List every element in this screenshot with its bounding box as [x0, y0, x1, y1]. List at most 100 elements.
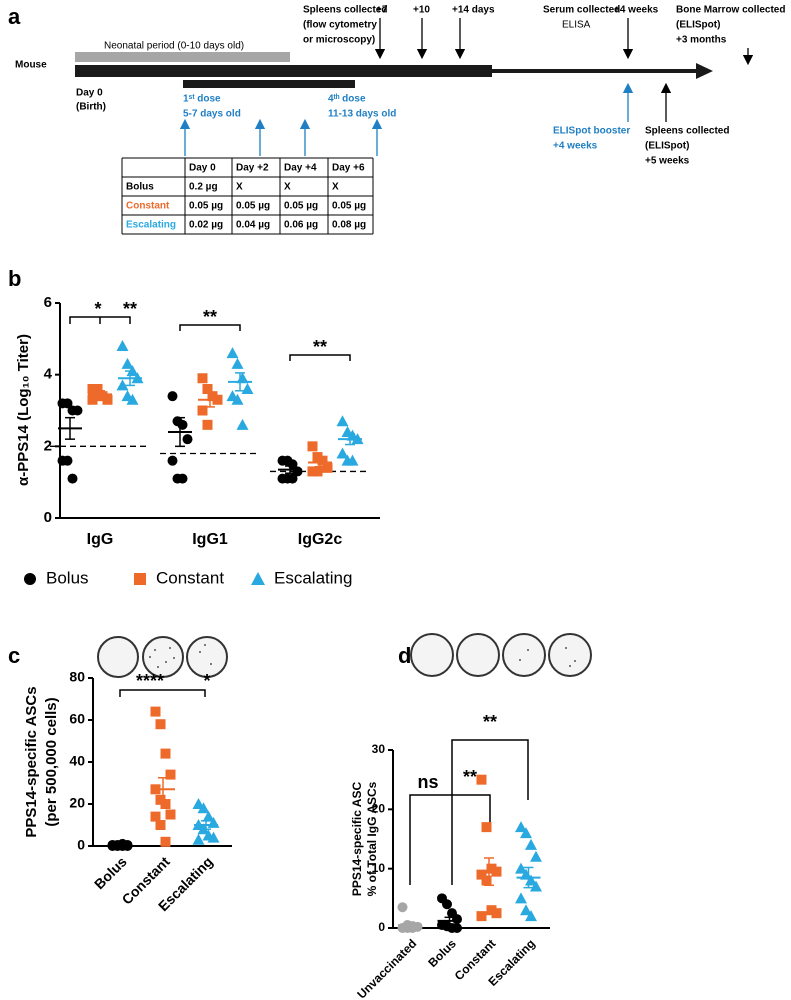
- significance-label: ns: [417, 772, 438, 792]
- data-point: [346, 454, 359, 466]
- data-point: [167, 391, 178, 402]
- data-point: [197, 802, 210, 814]
- data-point: [241, 383, 254, 394]
- table-cell: 0.04 µg: [236, 220, 270, 231]
- significance-label: *: [94, 299, 101, 319]
- data-point: [160, 748, 171, 759]
- data-point: [165, 809, 176, 820]
- data-point: [67, 473, 78, 484]
- data-point: [165, 769, 176, 780]
- y-axis-label: % of Total IgG ASCs: [365, 781, 379, 896]
- booster-label: ELISpot booster: [553, 126, 630, 137]
- data-point: [87, 394, 98, 405]
- y-axis-label: α-PPS14 (Log₁₀ Titer): [15, 334, 32, 486]
- data-point: [150, 811, 161, 822]
- first-dose-label: 1ˢᵗ dose: [183, 94, 221, 105]
- collection-arrows: [374, 18, 754, 122]
- data-point: [530, 880, 542, 892]
- data-point: [525, 838, 537, 850]
- spleens-early-label: Spleens collected: [303, 5, 387, 16]
- x-tick-label: IgG: [87, 531, 114, 548]
- data-point: [182, 434, 193, 445]
- data-point: [126, 393, 139, 405]
- bone-marrow-label: (ELISpot): [676, 20, 720, 31]
- x-tick-label: IgG1: [192, 531, 228, 548]
- legend-marker: [134, 573, 146, 585]
- significance-label: **: [463, 767, 477, 787]
- dosing-bar: [183, 80, 355, 88]
- data-point: [197, 405, 208, 416]
- significance-label: **: [483, 712, 497, 732]
- table-cell: 0.05 µg: [332, 201, 366, 212]
- data-point: [515, 862, 527, 874]
- birth-label: (Birth): [76, 102, 106, 113]
- data-point: [155, 719, 166, 730]
- y-tick-label: 0: [378, 920, 385, 934]
- data-point: [312, 466, 323, 477]
- data-point: [226, 347, 239, 359]
- dose-arrows: [179, 82, 634, 156]
- table-cell: X: [236, 182, 243, 193]
- table-cell: 0.06 µg: [284, 220, 318, 231]
- table-cell: 0.2 µg: [189, 182, 218, 193]
- serum-label: ELISA: [562, 20, 591, 31]
- y-tick-label: 20: [69, 795, 85, 811]
- data-point: [177, 419, 188, 430]
- data-point: [202, 810, 215, 822]
- y-axis-label: PPS14-specific ASCs: [23, 686, 40, 837]
- data-point: [155, 820, 166, 830]
- data-point: [322, 462, 333, 473]
- data-point: [491, 908, 502, 919]
- data-point: [452, 914, 462, 925]
- data-point: [160, 836, 171, 847]
- data-point: [202, 419, 213, 430]
- table-cell: 0.02 µg: [189, 220, 223, 231]
- y-axis-label: PPS14-specific ASC: [350, 782, 364, 897]
- data-point: [92, 384, 103, 394]
- data-point: [515, 892, 527, 904]
- timeline-bar: [75, 65, 492, 77]
- data-point: [336, 415, 349, 427]
- elispot-plates: [97, 633, 592, 678]
- legend-label: Escalating: [274, 568, 352, 587]
- birth-label: Day 0: [76, 88, 103, 99]
- table-cell: 0.05 µg: [189, 201, 223, 212]
- legend-label: Bolus: [46, 568, 89, 587]
- table-header: Day +6: [332, 163, 365, 174]
- timeline-subject: Mouse: [15, 60, 47, 71]
- day-label: +14 days: [452, 5, 495, 16]
- data-point: [236, 418, 249, 430]
- x-tick-label: Unvaccinated: [354, 936, 419, 1000]
- data-point: [121, 357, 134, 369]
- data-point: [530, 850, 542, 862]
- table-header: Day +2: [236, 163, 269, 174]
- data-point: [177, 473, 188, 484]
- y-tick-label: 0: [44, 509, 52, 526]
- timeline-arrowhead: [696, 63, 713, 79]
- significance-label: *: [203, 671, 210, 691]
- data-point: [397, 902, 408, 913]
- y-axis-label: (per 500,000 cells): [43, 697, 60, 826]
- y-tick-label: 4: [44, 366, 53, 383]
- significance-label: **: [203, 307, 217, 327]
- table-header: Day +4: [284, 163, 317, 174]
- serum-time: +4 weeks: [614, 5, 659, 16]
- data-point: [442, 899, 452, 910]
- fourth-dose-label: 11-13 days old: [328, 109, 396, 120]
- data-point: [197, 373, 208, 384]
- spleens-early-label: or microscopy): [303, 35, 375, 46]
- legend-label: Constant: [156, 568, 224, 587]
- first-dose-label: 5-7 days old: [183, 109, 241, 120]
- significance-label: **: [313, 337, 327, 357]
- bone-marrow-label: +3 months: [676, 35, 727, 46]
- panel-label: a: [8, 4, 21, 29]
- table-row-label: Bolus: [126, 182, 154, 193]
- spleens-late-label: (ELISpot): [645, 141, 689, 152]
- table-cell: 0.08 µg: [332, 220, 366, 231]
- table-cell: 0.05 µg: [284, 201, 318, 212]
- data-point: [102, 394, 113, 405]
- data-point: [116, 379, 129, 391]
- data-point: [476, 911, 487, 922]
- booster-label: +4 weeks: [553, 141, 598, 152]
- significance-label: **: [123, 299, 137, 319]
